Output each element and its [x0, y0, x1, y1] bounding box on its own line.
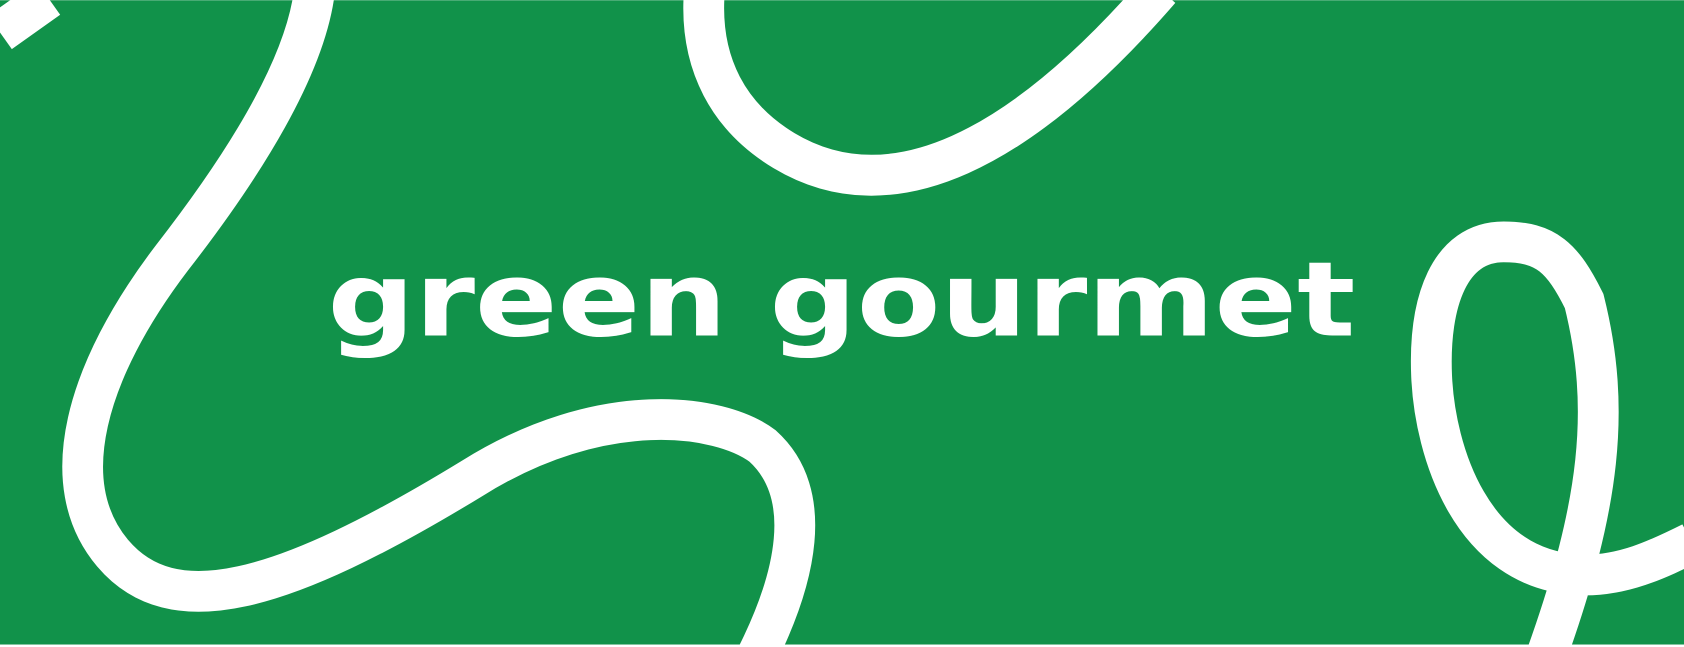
swirl-corner — [0, 0, 61, 50]
swirl-left — [62, 0, 816, 647]
swirl-top — [683, 0, 1176, 196]
bottom-strip — [0, 644, 1684, 647]
swirl-right — [1410, 221, 1684, 647]
logo-text: green gourmet — [328, 240, 1356, 360]
